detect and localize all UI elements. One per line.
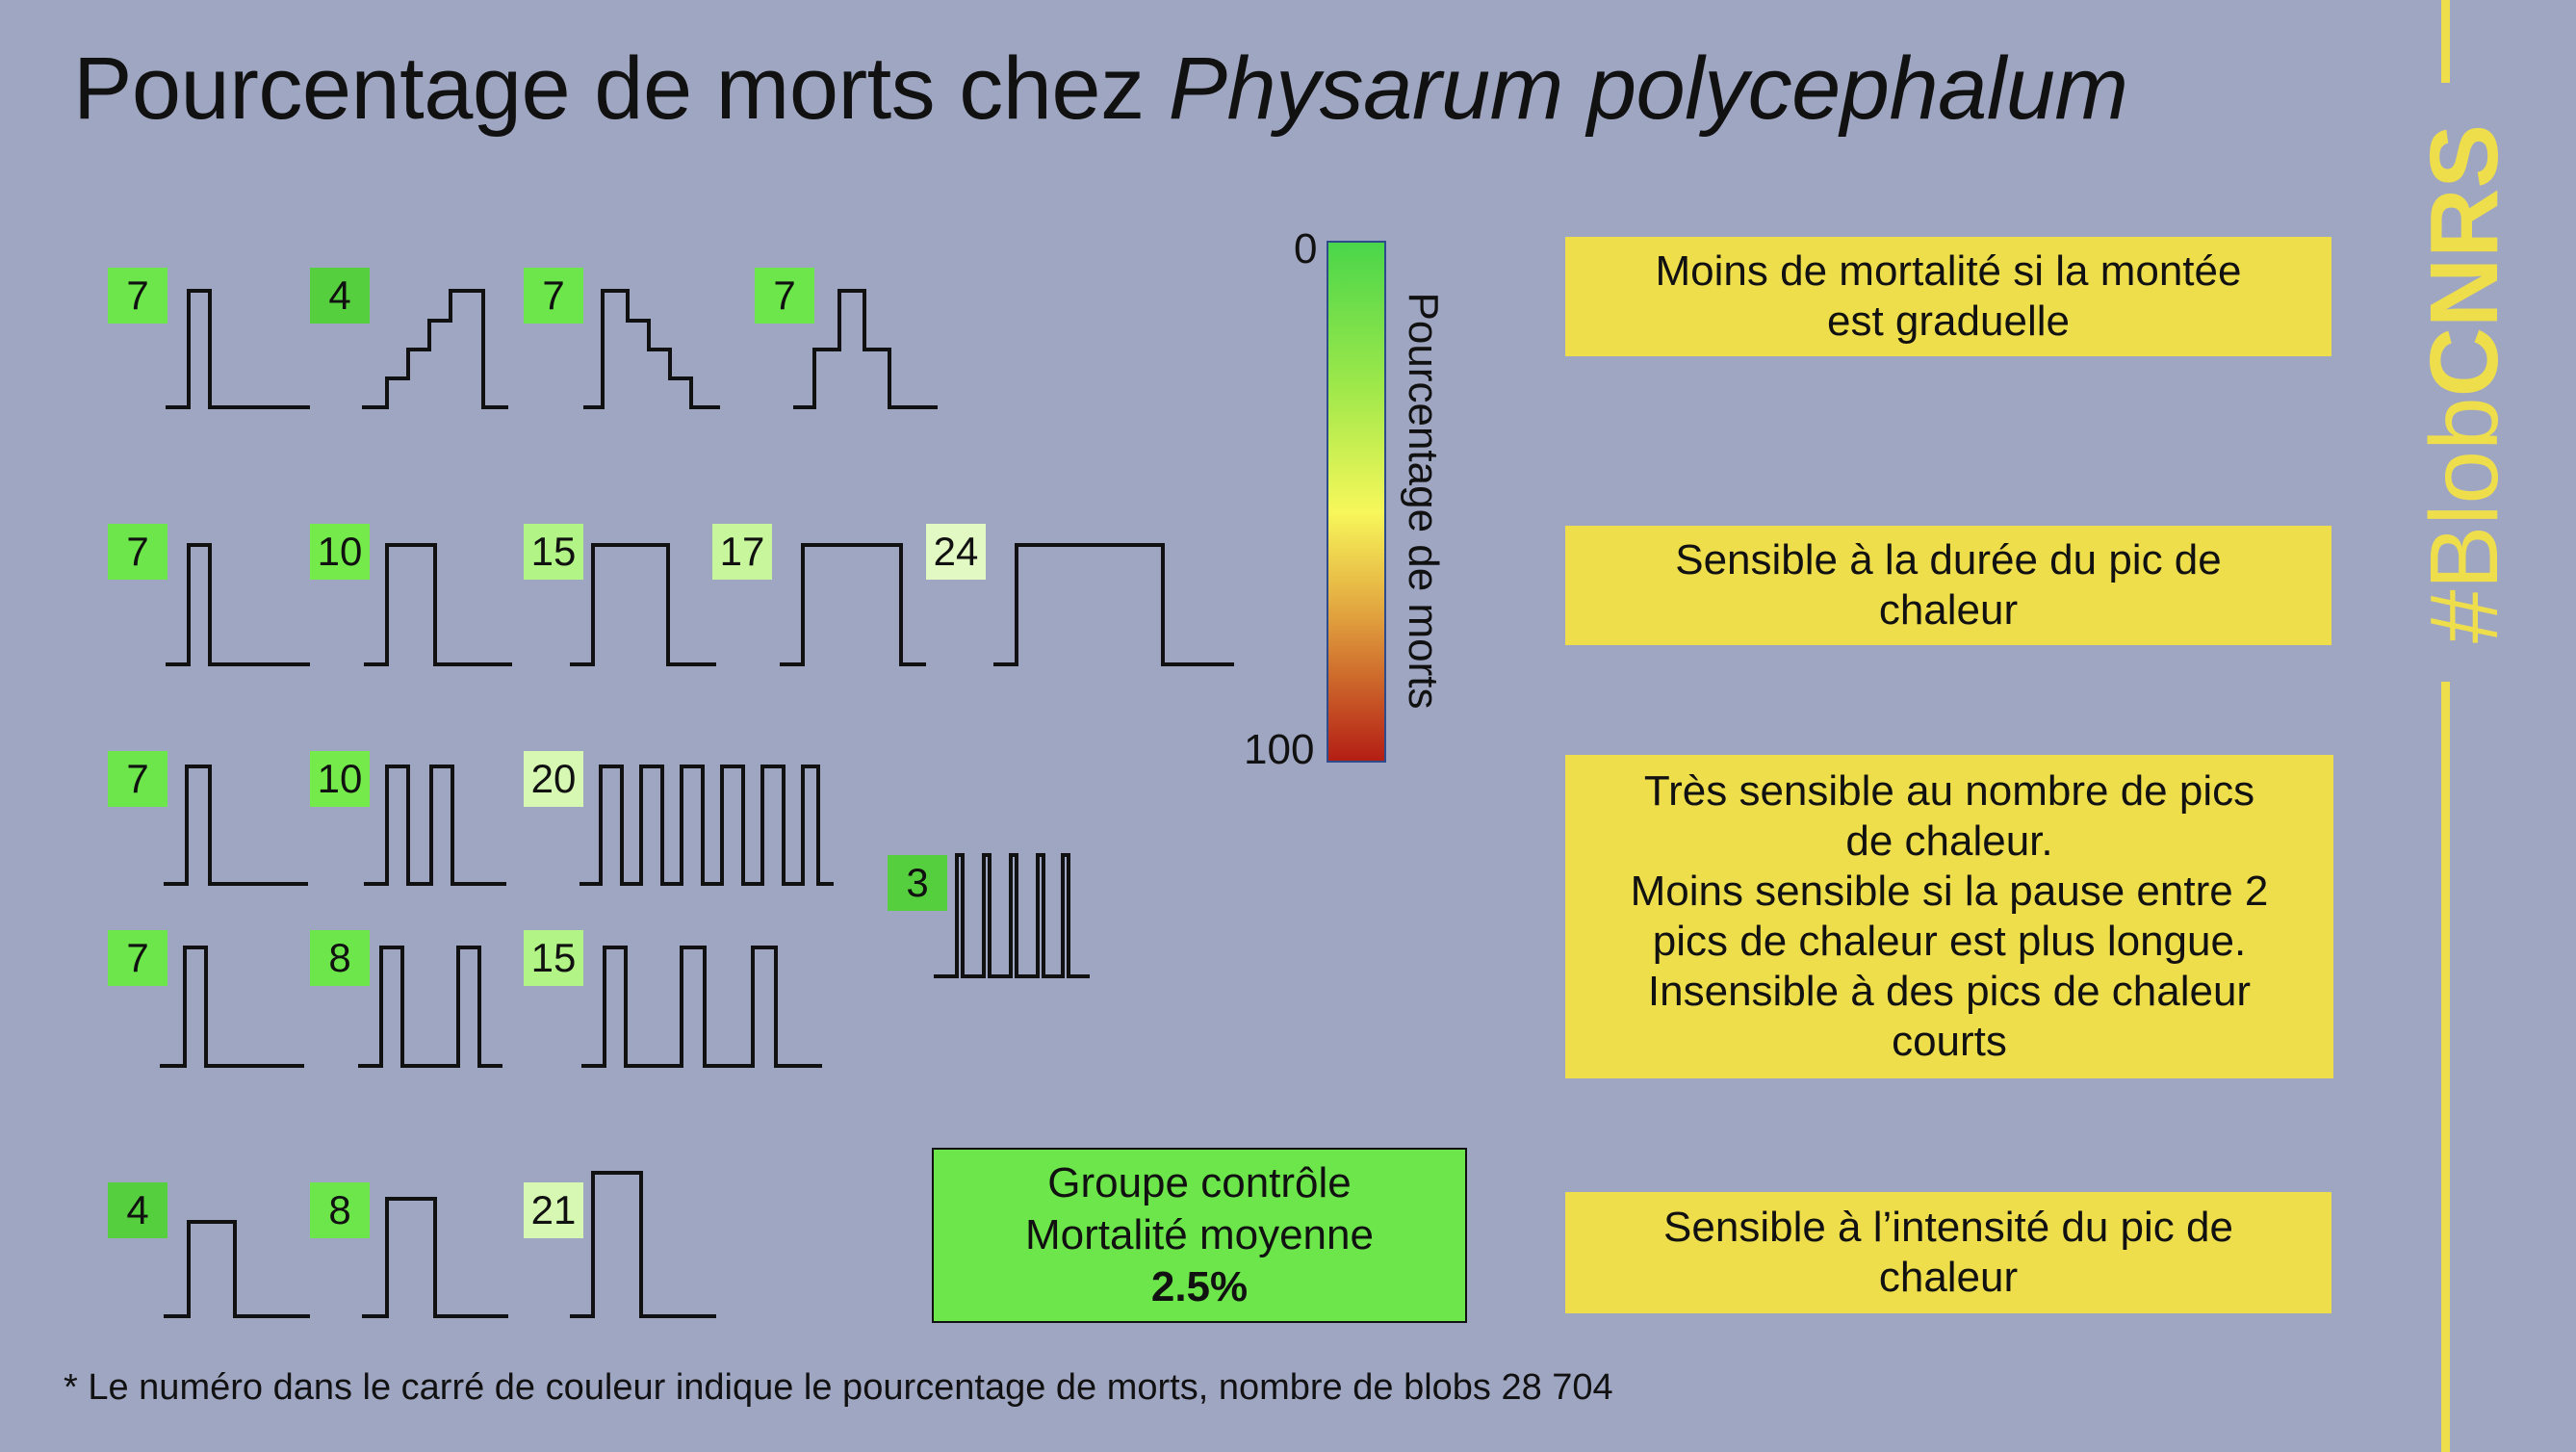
control-subtitle: Mortalité moyenne <box>1025 1211 1374 1258</box>
badge-r2-a: 7 <box>108 524 167 580</box>
profile-r1-d <box>793 289 938 409</box>
title-main: Pourcentage de morts chez <box>73 39 1169 138</box>
note-gradual: Moins de mortalité si la montée est grad… <box>1565 237 2331 356</box>
note-count: Très sensible au nombre de pics de chale… <box>1565 755 2333 1078</box>
badge-r4-c: 15 <box>524 930 583 986</box>
badge-r1-a: 7 <box>108 268 167 324</box>
badge-r5-c: 21 <box>524 1182 583 1238</box>
control-title: Groupe contrôle <box>1047 1159 1352 1206</box>
page-title: Pourcentage de morts chez Physarum polyc… <box>73 39 2383 140</box>
badge-r1-b: 4 <box>310 268 370 324</box>
scale-axis-label: Pourcentage de morts <box>1400 292 1447 710</box>
footnote: * Le numéro dans le carré de couleur ind… <box>64 1367 1613 1408</box>
scale-min-label: 0 <box>1294 225 1318 272</box>
title-species: Physarum polycephalum <box>1168 39 2128 138</box>
profile-r2-b <box>364 543 512 666</box>
badge-r1-c: 7 <box>524 268 583 324</box>
badge-r1-d: 7 <box>755 268 814 324</box>
brand-logo: #BlobCNRS <box>2410 123 2518 643</box>
badge-r2-b: 10 <box>310 524 370 580</box>
profile-r2-e <box>993 543 1234 666</box>
profile-r2-c <box>570 543 716 666</box>
mortality-color-scale <box>1327 241 1386 763</box>
note-intensity: Sensible à l’intensité du pic de chaleur <box>1565 1192 2331 1313</box>
brand-line-top <box>2441 0 2450 83</box>
control-group-box: Groupe contrôle Mortalité moyenne 2.5% <box>932 1148 1467 1323</box>
control-value: 2.5% <box>1150 1263 1249 1310</box>
badge-r3-a: 7 <box>108 751 167 807</box>
profile-r1-c <box>583 289 720 409</box>
badge-r2-d: 17 <box>712 524 772 580</box>
profile-r3-a <box>164 765 308 886</box>
profile-r5-b <box>362 1197 508 1318</box>
profile-r4-c <box>581 946 822 1068</box>
badge-r5-b: 8 <box>310 1182 370 1238</box>
profile-r3-b <box>364 765 506 886</box>
badge-r5-a: 4 <box>108 1182 167 1238</box>
profile-r5-a <box>164 1220 310 1318</box>
badge-r3-b: 10 <box>310 751 370 807</box>
badge-r4-a: 7 <box>108 930 167 986</box>
badge-r3-c: 20 <box>524 751 583 807</box>
profile-r3-d <box>934 853 1090 978</box>
badge-r2-c: 15 <box>524 524 583 580</box>
badge-r2-e: 24 <box>926 524 986 580</box>
note-duration: Sensible à la durée du pic de chaleur <box>1565 526 2331 645</box>
profile-r5-c <box>570 1171 716 1318</box>
badge-r3-d: 3 <box>888 855 947 911</box>
badge-r4-b: 8 <box>310 930 370 986</box>
scale-max-label: 100 <box>1244 726 1315 773</box>
profile-r1-b <box>362 289 508 409</box>
profile-r3-c <box>580 765 834 886</box>
profile-r1-a <box>166 289 310 409</box>
profile-r4-a <box>160 946 304 1068</box>
profile-r4-b <box>358 946 502 1068</box>
profile-r2-d <box>780 543 926 666</box>
brand-line-bottom <box>2441 682 2450 1452</box>
profile-r2-a <box>166 543 310 666</box>
